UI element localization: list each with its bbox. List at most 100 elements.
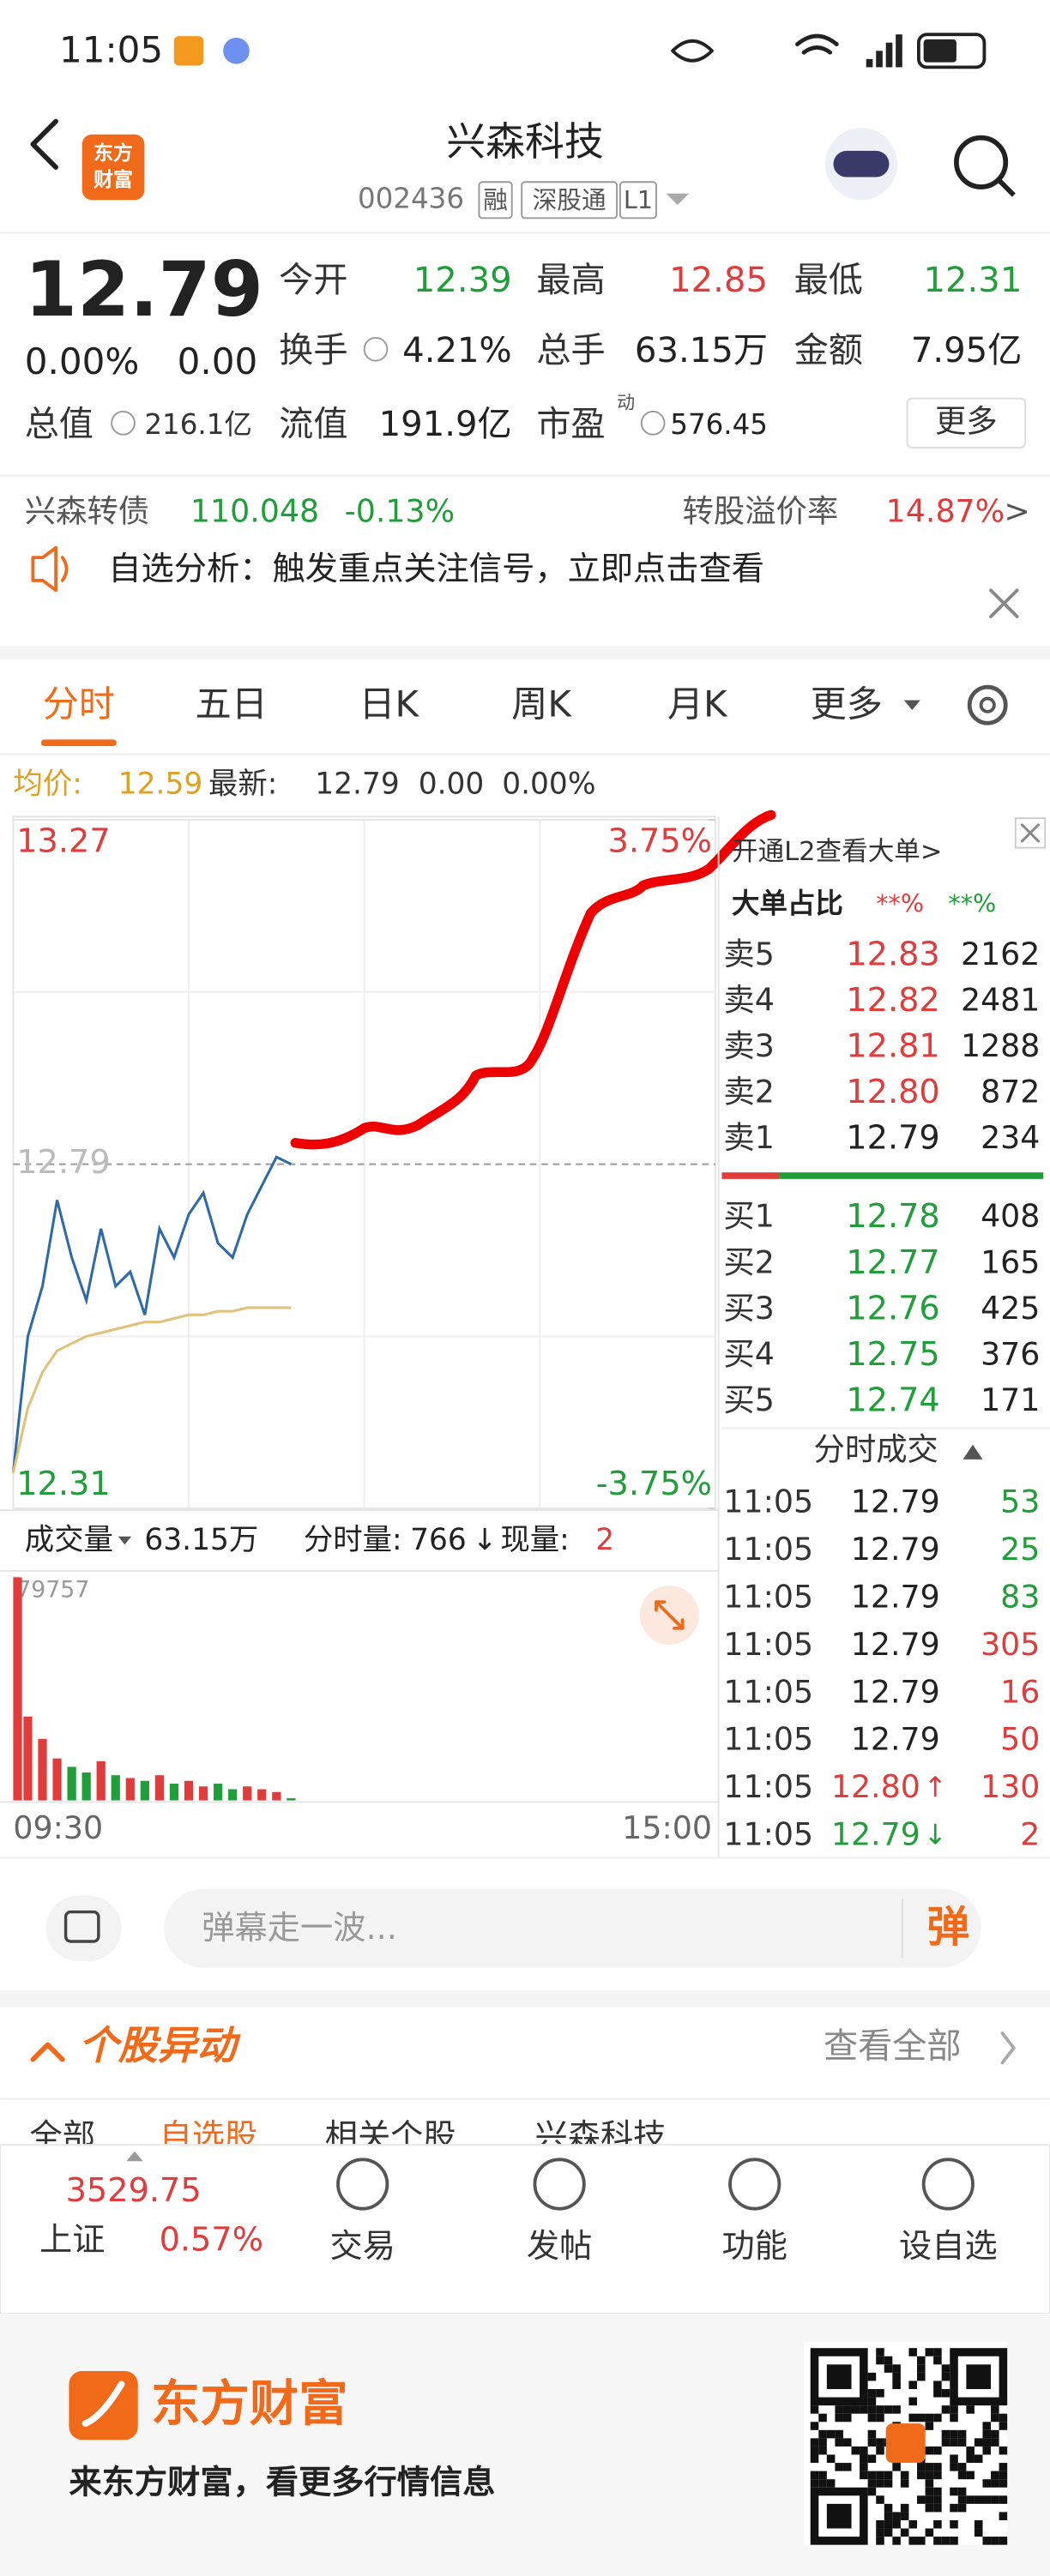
view-all-link[interactable]: 查看全部	[824, 2026, 962, 2066]
qr-module	[884, 2364, 893, 2373]
battery	[917, 33, 987, 69]
tab[interactable]: 更多	[811, 683, 883, 725]
qr-module	[884, 2356, 893, 2365]
comment-icon-button[interactable]	[45, 1895, 122, 1961]
collapse-icon[interactable]	[30, 2042, 65, 2062]
trade-price: 12.79	[851, 1673, 940, 1710]
qr-finder	[826, 2364, 852, 2390]
section-gap	[0, 646, 1050, 659]
book-volume: 1288	[961, 1027, 1040, 1064]
qr-module	[966, 2454, 975, 2464]
qr-module	[917, 2463, 926, 2471]
qr-module	[925, 2422, 934, 2430]
book-volume: 2162	[961, 936, 1040, 972]
volume-bar	[67, 1766, 76, 1801]
stat-label: 今开	[279, 261, 347, 300]
nav-item[interactable]: 交易	[329, 2228, 395, 2266]
qr-module	[900, 2503, 909, 2513]
back-button[interactable]	[30, 118, 58, 170]
qr-module	[933, 2348, 942, 2356]
nav-item[interactable]: 设自选	[899, 2228, 998, 2266]
book-volume: 2481	[961, 981, 1040, 1018]
volume-bar	[228, 1789, 238, 1801]
volume-bar	[272, 1791, 281, 1801]
nav-icon	[533, 2158, 586, 2211]
volume-bar	[243, 1786, 252, 1801]
qr-module	[867, 2389, 877, 2398]
book-price: 12.79	[846, 1119, 939, 1157]
qr-module	[950, 2454, 958, 2464]
trade-price: 12.79	[851, 1483, 940, 1520]
qr-module	[999, 2413, 1008, 2423]
qr-module	[933, 2446, 942, 2455]
qr-module	[933, 2389, 942, 2398]
book-volume: 171	[981, 1381, 1040, 1418]
close-button[interactable]	[989, 588, 1019, 618]
qr-module	[884, 2519, 893, 2529]
nav-item[interactable]: 功能	[721, 2228, 787, 2266]
tab[interactable]: 日K	[359, 683, 419, 725]
change: 0.00	[178, 340, 258, 382]
book-volume: 165	[981, 1243, 1040, 1280]
qr-module	[966, 2495, 975, 2504]
qr-module	[950, 2503, 958, 2513]
volume-bar	[81, 1772, 91, 1801]
qr-module	[884, 2405, 893, 2414]
signal-bar	[876, 51, 883, 68]
qr-module	[941, 2389, 950, 2398]
book-price: 12.77	[846, 1244, 939, 1282]
qr-module	[908, 2537, 918, 2545]
qr-module	[818, 2438, 827, 2447]
qr-module	[810, 2446, 819, 2455]
qr-module	[957, 2495, 967, 2504]
tick-volume-label: 分时量:	[304, 1523, 402, 1557]
tab[interactable]: 五日	[196, 683, 268, 725]
stat-value: 7.95亿	[911, 331, 1023, 370]
qr-module	[884, 2479, 893, 2488]
trade-arrow: ↓	[924, 1819, 947, 1851]
settings-button[interactable]	[967, 684, 1008, 725]
qr-module	[892, 2519, 901, 2529]
avg-price-line	[11, 1306, 292, 1473]
stat-label: 金额	[794, 331, 863, 370]
volume-label[interactable]: 成交量	[25, 1523, 113, 1557]
banner-text[interactable]: 自选分析：触发重点关注信号，立即点击查看	[108, 551, 764, 588]
x-tick-label: 09:30	[13, 1809, 103, 1846]
tab[interactable]: 周K	[511, 683, 572, 725]
section-gap	[0, 1990, 1050, 2007]
tab[interactable]: 分时	[43, 683, 115, 725]
index-value[interactable]: 3529.75	[66, 2172, 202, 2210]
qr-module	[826, 2454, 836, 2464]
qr-module	[851, 2446, 860, 2455]
volume-bar	[198, 1786, 208, 1801]
stock-tag	[478, 181, 513, 220]
nav-item[interactable]: 发帖	[527, 2228, 592, 2266]
tab[interactable]: 月K	[667, 683, 728, 725]
app-logo-text: 财富	[94, 168, 133, 191]
stock-tag-text: 深股通	[533, 185, 606, 214]
trade-price: 12.79	[851, 1578, 940, 1615]
close-button[interactable]	[1014, 817, 1047, 849]
trades-title[interactable]: 分时成交	[814, 1430, 938, 1467]
stock-tag	[521, 181, 619, 220]
search-button[interactable]	[954, 135, 1009, 190]
qr-module	[933, 2503, 942, 2513]
qr-module	[925, 2348, 934, 2356]
qr-module	[925, 2463, 934, 2471]
more-button-text[interactable]: 更多	[935, 402, 998, 439]
bullet-button[interactable]: 弹	[926, 1902, 969, 1952]
volume-bar	[125, 1778, 135, 1801]
trade-time: 11:05	[723, 1578, 813, 1615]
comment-input[interactable]	[164, 1888, 981, 1968]
qr-module	[925, 2413, 934, 2423]
qr-module	[860, 2463, 868, 2471]
more-button[interactable]	[906, 397, 1027, 448]
qr-module	[908, 2519, 918, 2529]
qr-module	[867, 2454, 877, 2464]
qr-module	[941, 2372, 950, 2381]
l2-link[interactable]: 开通L2查看大单>	[732, 837, 943, 867]
app-logo	[81, 134, 145, 201]
qr-finder	[826, 2503, 852, 2529]
big-ratio-buy: **%	[948, 889, 996, 918]
stat-value: 216.1亿	[144, 408, 252, 441]
